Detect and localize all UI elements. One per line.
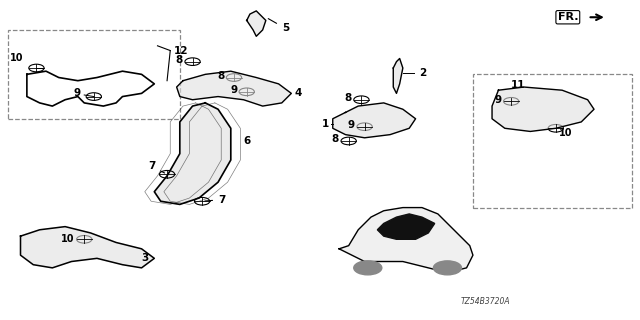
Text: 9: 9: [74, 88, 81, 98]
Text: 2: 2: [419, 68, 426, 78]
Text: 8: 8: [332, 134, 339, 144]
Text: 10: 10: [61, 234, 75, 244]
Polygon shape: [246, 11, 266, 36]
Polygon shape: [20, 227, 154, 268]
Text: FR.: FR.: [557, 12, 578, 22]
Polygon shape: [378, 214, 435, 239]
Text: 10: 10: [10, 53, 24, 63]
Text: 9: 9: [495, 95, 502, 105]
Text: 9: 9: [230, 85, 237, 95]
Polygon shape: [177, 71, 291, 106]
Circle shape: [354, 261, 382, 275]
Text: 6: 6: [244, 136, 251, 146]
Polygon shape: [492, 87, 594, 132]
Text: 10: 10: [559, 128, 572, 138]
Polygon shape: [339, 208, 473, 271]
Text: 4: 4: [294, 88, 302, 98]
Text: 8: 8: [344, 93, 352, 103]
Text: 9: 9: [348, 120, 355, 130]
Text: 5: 5: [268, 19, 289, 33]
Text: 11: 11: [511, 80, 525, 91]
Text: 7: 7: [148, 161, 164, 173]
Text: 1: 1: [323, 118, 330, 129]
Text: 8: 8: [217, 71, 225, 81]
Text: TZ54B3720A: TZ54B3720A: [460, 297, 510, 306]
Polygon shape: [394, 59, 403, 93]
Polygon shape: [333, 103, 415, 138]
Polygon shape: [154, 103, 231, 204]
Circle shape: [433, 261, 461, 275]
Text: 7: 7: [205, 195, 225, 205]
Text: 3: 3: [141, 253, 149, 263]
Text: 12: 12: [173, 45, 188, 56]
Text: 8: 8: [176, 55, 183, 65]
